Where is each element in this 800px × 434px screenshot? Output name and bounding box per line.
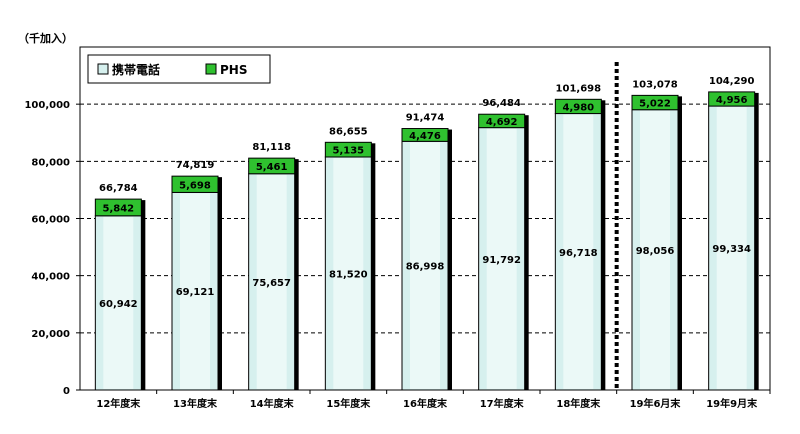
bar-mobile-highlight [640, 110, 670, 389]
mobile-value-label: 69,121 [176, 287, 215, 298]
x-tick-label: 13年度末 [173, 397, 218, 410]
mobile-value-label: 75,657 [252, 278, 291, 289]
legend-label-mobile: 携帯電話 [112, 62, 160, 77]
mobile-value-label: 81,520 [329, 269, 368, 280]
y-tick-label: 80,000 [31, 157, 70, 168]
y-tick-label: 0 [63, 386, 70, 397]
bar-mobile-highlight [333, 157, 364, 389]
bar-mobile-highlight [486, 128, 517, 389]
total-value-label: 66,784 [99, 183, 138, 194]
bar-phs [631, 94, 679, 111]
unit-label: （千加入） [18, 32, 73, 45]
bar-phs [554, 98, 602, 115]
mobile-value-label: 86,998 [406, 262, 445, 273]
x-tick-label: 15年度末 [326, 397, 371, 410]
legend-label-phs: PHS [220, 63, 247, 77]
legend-swatch-mobile [97, 63, 109, 75]
phs-value-label: 4,980 [563, 102, 595, 113]
total-value-label: 91,474 [406, 113, 445, 124]
x-tick-label: 17年度末 [480, 397, 525, 410]
phs-value-label: 4,476 [409, 131, 441, 142]
mobile-value-label: 60,942 [99, 299, 138, 310]
mobile-value-label: 98,056 [636, 246, 675, 257]
y-tick-label: 100,000 [24, 100, 70, 111]
total-value-label: 81,118 [252, 142, 291, 153]
bar-phs [94, 198, 142, 217]
bar-mobile-highlight [180, 193, 210, 389]
bar-phs [248, 157, 296, 175]
mobile-value-label: 91,792 [482, 255, 521, 266]
total-value-label: 104,290 [709, 76, 755, 87]
total-value-label: 101,698 [556, 83, 602, 94]
legend-box [87, 54, 271, 84]
bar-mobile-highlight [410, 142, 440, 389]
x-tick-label: 19年6月末 [630, 397, 682, 410]
bar-mobile-highlight [716, 107, 747, 390]
phs-value-label: 5,698 [179, 180, 211, 191]
legend-swatch-phs [205, 63, 217, 75]
mobile-value-label: 99,334 [712, 244, 751, 255]
phs-value-label: 5,842 [103, 203, 135, 214]
y-tick-label: 60,000 [31, 215, 70, 226]
y-tick-label: 40,000 [31, 272, 70, 283]
total-value-label: 86,655 [329, 126, 368, 137]
phs-value-label: 4,956 [716, 95, 748, 106]
x-tick-label: 19年9月末 [706, 397, 758, 410]
x-tick-label: 12年度末 [96, 397, 141, 410]
x-tick-label: 16年度末 [403, 397, 448, 410]
bar-mobile-highlight [563, 114, 594, 389]
y-tick-label: 20,000 [31, 329, 70, 340]
bar-phs [708, 91, 756, 107]
bar-phs [401, 128, 449, 142]
phs-value-label: 5,135 [333, 146, 365, 157]
mobile-value-label: 96,718 [559, 248, 598, 259]
phs-value-label: 4,692 [486, 117, 518, 128]
bar-mobile-highlight [103, 216, 134, 389]
total-value-label: 96,484 [482, 98, 521, 109]
total-value-label: 74,819 [176, 160, 215, 171]
x-tick-label: 14年度末 [250, 397, 295, 410]
bar-phs [478, 113, 526, 129]
bar-phs [324, 141, 372, 158]
bar-mobile-highlight [256, 174, 287, 389]
total-value-label: 103,078 [632, 79, 678, 90]
x-tick-label: 18年度末 [556, 397, 601, 410]
bar-phs [171, 175, 219, 193]
phs-value-label: 5,461 [256, 162, 288, 173]
phs-value-label: 5,022 [639, 99, 671, 110]
